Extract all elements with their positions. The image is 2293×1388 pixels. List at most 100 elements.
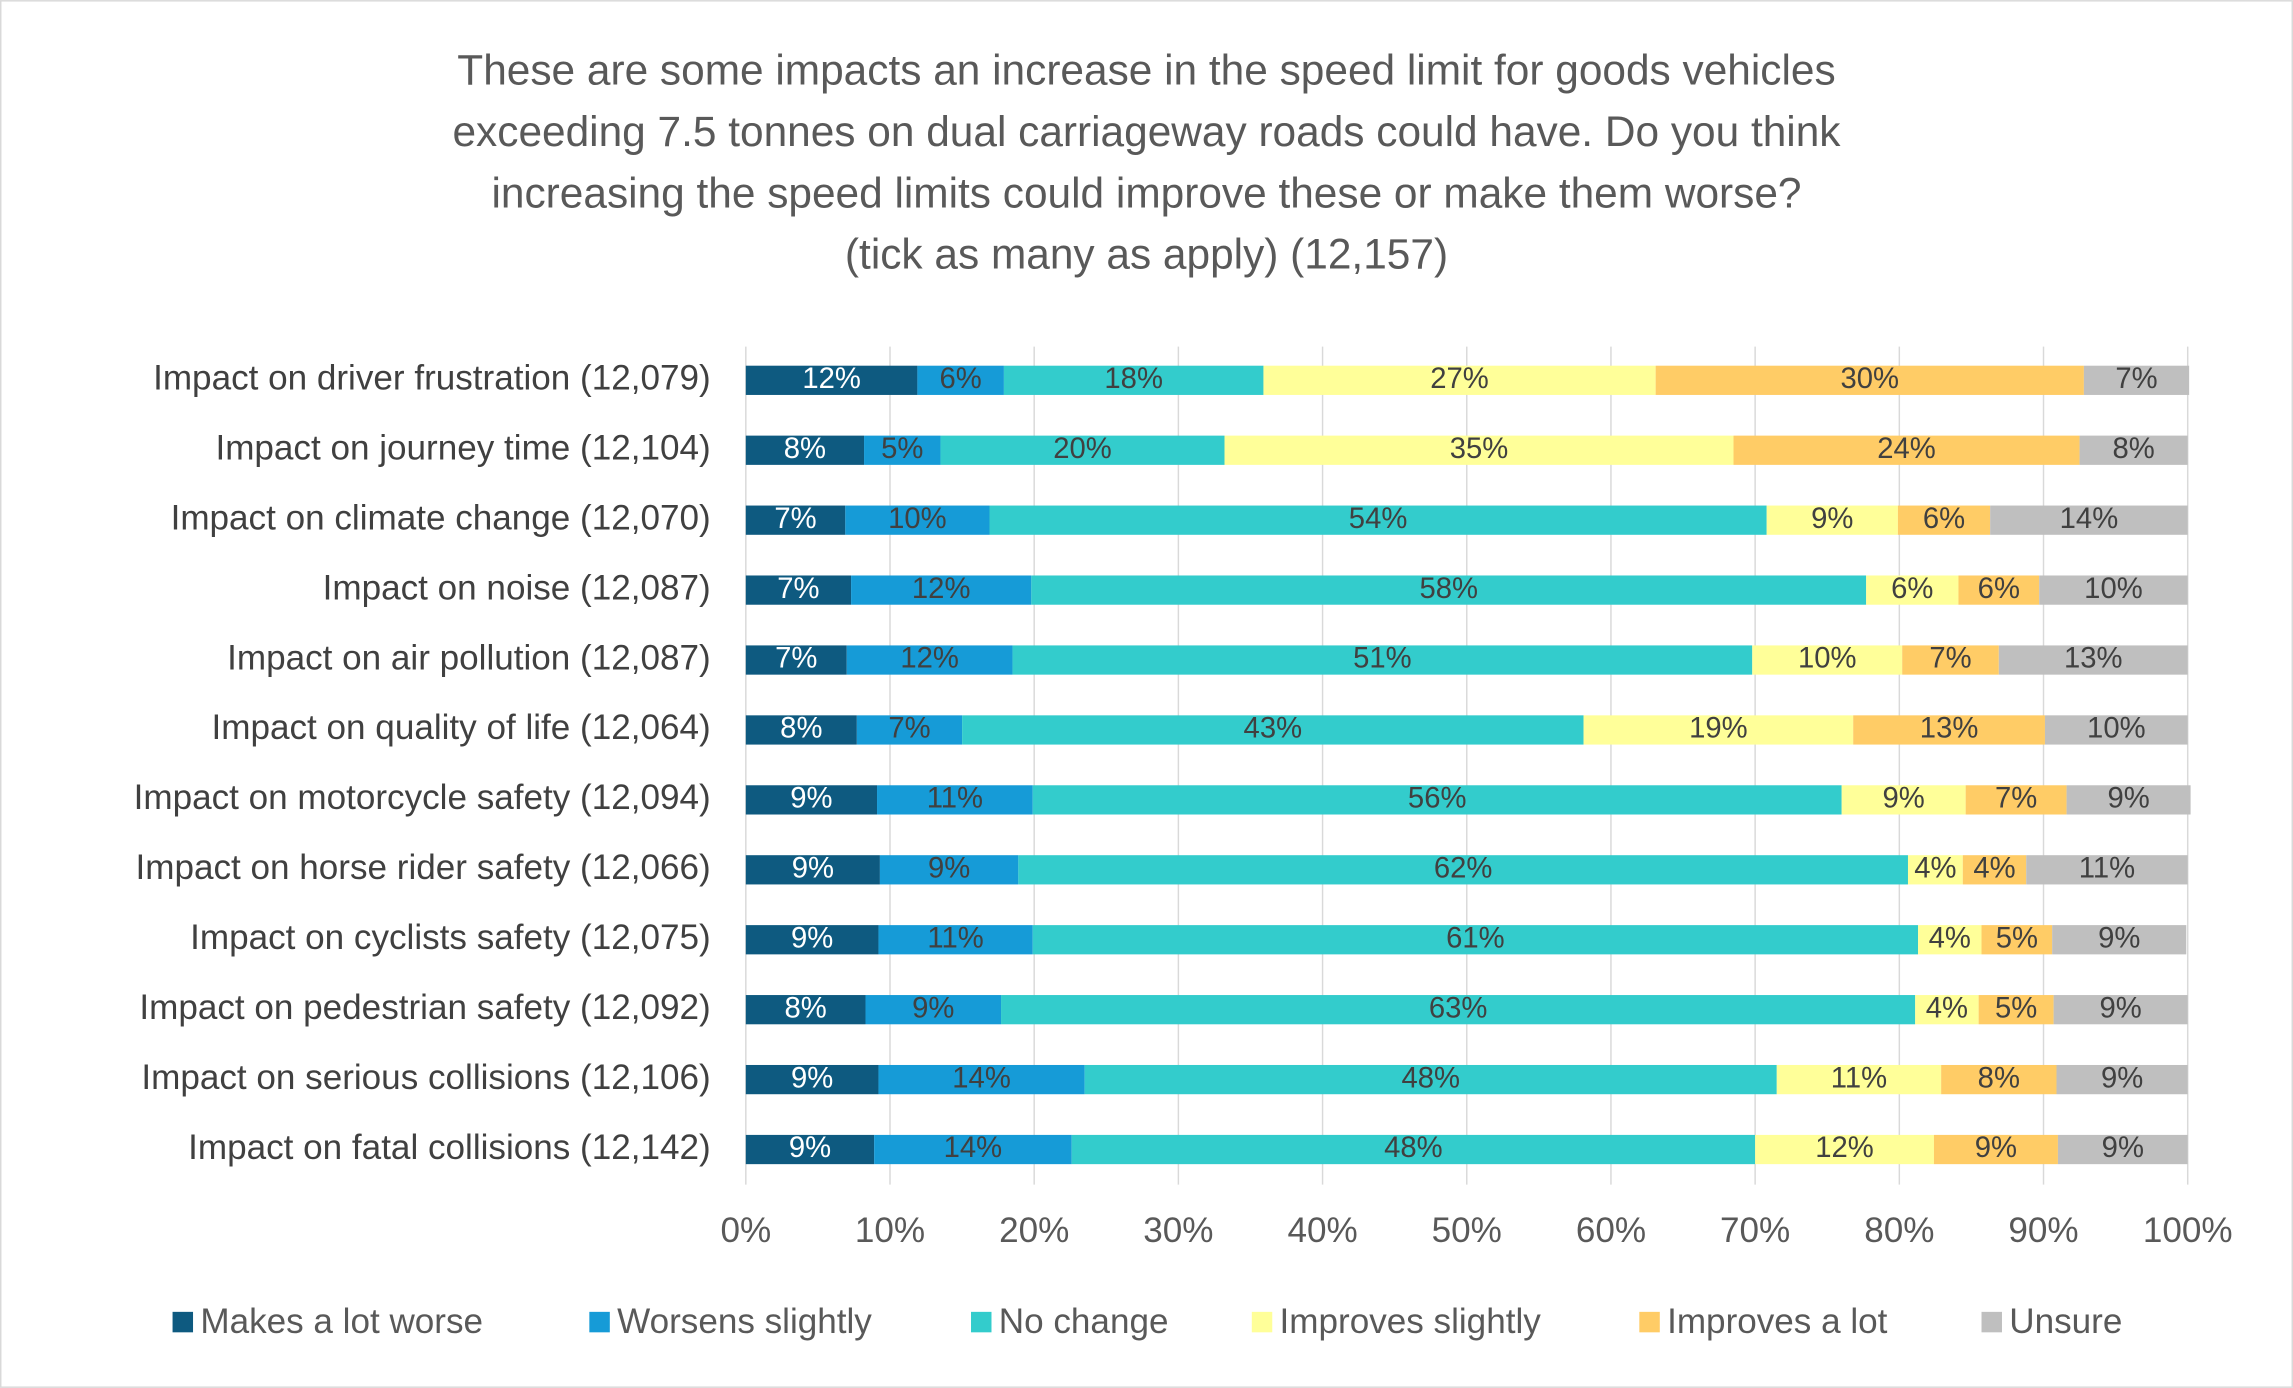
value-label: 10% (2084, 573, 2143, 605)
bar-segment (1766, 505, 1898, 535)
legend-swatch (172, 1311, 194, 1333)
value-label: 9% (789, 1132, 831, 1164)
legend-label: Worsens slightly (617, 1302, 872, 1341)
value-label: 8% (784, 433, 826, 465)
value-label: 48% (1384, 1132, 1443, 1164)
value-label: 56% (1408, 783, 1467, 815)
bar-segment (1263, 365, 1656, 395)
bar-segment (745, 925, 879, 955)
value-label: 51% (1353, 643, 1412, 675)
y-tick-label: Impact on horse rider safety (12,066) (136, 848, 711, 887)
y-tick-label: Impact on motorcycle safety (12,094) (134, 778, 711, 817)
bar-segment (745, 785, 878, 815)
value-label: 27% (1430, 363, 1489, 395)
bar-segment (2039, 575, 2188, 605)
y-tick-label: Impact on air pollution (12,087) (227, 638, 711, 677)
bar-segment (1003, 365, 1264, 395)
bar-segment (1866, 575, 1959, 605)
bar-segment (1032, 925, 1919, 955)
bar-segment (1902, 645, 1999, 675)
value-label: 6% (1978, 573, 2020, 605)
bar-segment (865, 995, 1002, 1025)
value-label: 11% (1831, 1062, 1887, 1094)
legend-label: Unsure (2009, 1302, 2122, 1341)
value-label: 9% (928, 853, 970, 885)
value-label: 10% (1798, 643, 1857, 675)
chart-title: increasing the speed limits could improv… (491, 169, 1801, 216)
bar-segment (877, 785, 1033, 815)
value-label: 7% (2115, 363, 2157, 395)
bar-segment (2066, 785, 2191, 815)
value-label: 8% (780, 713, 822, 745)
bar-segment (745, 435, 865, 465)
bar-segment (1031, 575, 1867, 605)
bar-segment (878, 925, 1033, 955)
bar-segment (851, 575, 1032, 605)
bar-segment (1018, 855, 1908, 885)
x-tick-label: 50% (1432, 1211, 1502, 1250)
value-label: 4% (1926, 992, 1968, 1024)
bar-segment (1752, 645, 1903, 675)
bar-segment (1776, 1064, 1942, 1095)
bar-segment (1981, 925, 2053, 955)
value-label: 9% (912, 992, 954, 1024)
x-tick-label: 90% (2008, 1211, 2078, 1250)
bar-segment (864, 435, 941, 465)
value-label: 5% (1995, 992, 2037, 1024)
value-label: 35% (1450, 433, 1509, 465)
bar-segment (745, 855, 880, 885)
value-label: 5% (881, 433, 923, 465)
x-tick-label: 80% (1864, 1211, 1934, 1250)
value-label: 7% (775, 643, 817, 675)
value-label: 14% (944, 1132, 1003, 1164)
x-tick-label: 100% (2143, 1211, 2233, 1250)
value-label: 8% (785, 992, 827, 1024)
value-label: 9% (2101, 1062, 2143, 1094)
value-label: 48% (1401, 1062, 1460, 1094)
x-tick-label: 0% (720, 1211, 771, 1250)
bar-segment (1941, 1064, 2057, 1095)
value-label: 9% (791, 922, 833, 954)
legend-label: Improves slightly (1280, 1302, 1542, 1341)
bar-segment (856, 715, 963, 745)
bar-segment (2053, 995, 2188, 1025)
value-label: 9% (1975, 1132, 2017, 1164)
bar-segment (1965, 785, 2067, 815)
value-label: 10% (888, 503, 947, 535)
bar-segment (2056, 1064, 2188, 1095)
y-tick-label: Impact on pedestrian safety (12,092) (139, 988, 710, 1027)
bar-segment (879, 855, 1019, 885)
legend-swatch (1251, 1311, 1273, 1333)
value-label: 10% (2087, 713, 2146, 745)
value-label: 11% (927, 783, 983, 815)
bar-segment (1841, 785, 1966, 815)
legend-swatch (1639, 1311, 1660, 1333)
value-label: 9% (1811, 503, 1853, 535)
value-label: 54% (1349, 503, 1408, 535)
legend-swatch (971, 1311, 992, 1333)
value-label: 11% (927, 922, 983, 954)
value-label: 11% (2079, 853, 2135, 885)
value-label: 62% (1434, 853, 1493, 885)
value-label: 7% (888, 713, 930, 745)
value-label: 9% (2098, 922, 2140, 954)
legend-label: Makes a lot worse (200, 1302, 483, 1341)
y-tick-label: Impact on climate change (12,070) (171, 498, 711, 537)
value-label: 58% (1419, 573, 1478, 605)
value-label: 9% (2107, 783, 2149, 815)
x-tick-label: 60% (1576, 1211, 1646, 1250)
y-tick-label: Impact on journey time (12,104) (215, 429, 710, 468)
value-label: 12% (802, 363, 861, 395)
value-label: 6% (1891, 573, 1933, 605)
bar-segment (1084, 1064, 1777, 1095)
y-tick-label: Impact on quality of life (12,064) (212, 708, 711, 747)
bar-segment (745, 645, 847, 675)
value-label: 4% (1973, 853, 2015, 885)
bar-segment (962, 715, 1584, 745)
bar-segment (1032, 785, 1842, 815)
value-label: 9% (2100, 992, 2142, 1024)
bar-segment (2083, 365, 2190, 395)
value-label: 8% (1978, 1062, 2020, 1094)
bar-segment (745, 575, 852, 605)
bar-segment (1001, 995, 1916, 1025)
